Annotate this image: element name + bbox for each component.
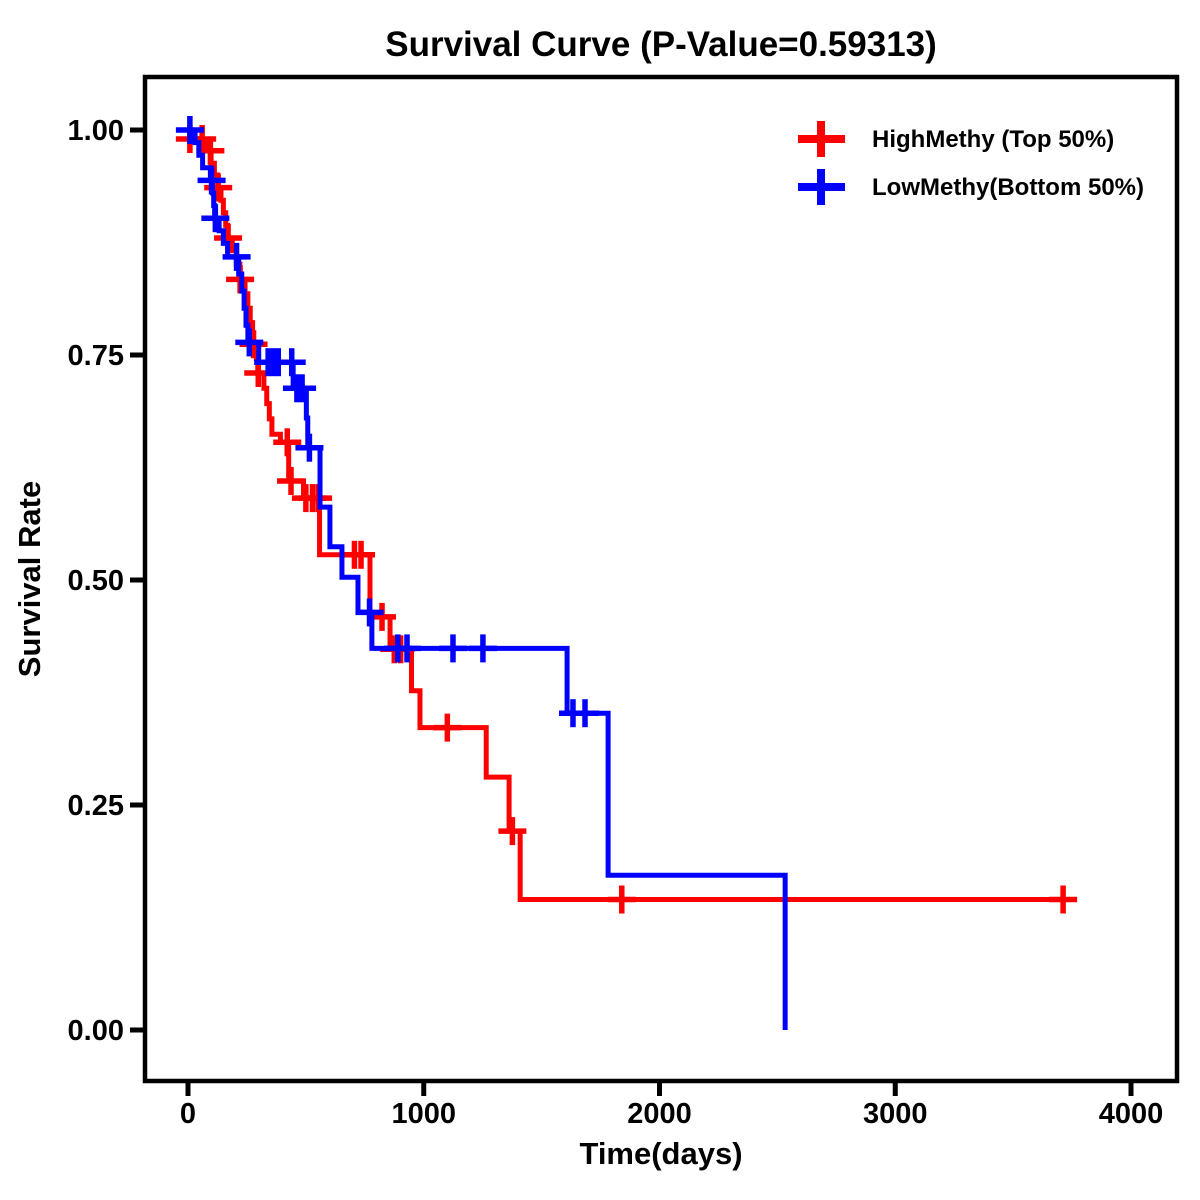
y-tick-label: 0.50: [68, 565, 124, 597]
survival-curve-lowmethy: [188, 127, 788, 1030]
censor-marks-highmethy: [175, 125, 1078, 914]
legend-item-highmethy: HighMethy (Top 50%): [798, 121, 1114, 157]
x-tick-label: 0: [180, 1098, 196, 1130]
plus-marker-icon: [798, 169, 845, 205]
legend: HighMethy (Top 50%) LowMethy(Bottom 50%): [798, 121, 1144, 205]
plot-frame: [142, 74, 1180, 1084]
x-axis-label: Time(days): [579, 1136, 742, 1171]
chart-title: Survival Curve (P-Value=0.59313): [385, 25, 937, 64]
x-tick-label: 2000: [627, 1098, 692, 1130]
x-tick-label: 3000: [863, 1098, 928, 1130]
x-tick-label: 1000: [391, 1098, 456, 1130]
legend-item-lowmethy: LowMethy(Bottom 50%): [798, 169, 1144, 205]
y-tick-label: 0.00: [68, 1015, 124, 1047]
y-tick-label: 0.25: [68, 790, 124, 822]
legend-label-lowmethy: LowMethy(Bottom 50%): [872, 174, 1144, 201]
y-axis-label: Survival Rate: [12, 481, 47, 677]
plus-marker-icon: [798, 121, 845, 157]
y-tick-label: 1.00: [68, 115, 124, 147]
plot-area: 0 1000 2000 3000 4000 0.00 0.25 0.50 0.75 1.00: [68, 74, 1180, 1130]
censor-marks-lowmethy: [175, 116, 600, 728]
x-tick-label: 4000: [1099, 1098, 1164, 1130]
legend-label-highmethy: HighMethy (Top 50%): [872, 126, 1114, 153]
y-tick-label: 0.75: [68, 340, 124, 372]
survival-curve-highmethy: [188, 127, 1064, 902]
